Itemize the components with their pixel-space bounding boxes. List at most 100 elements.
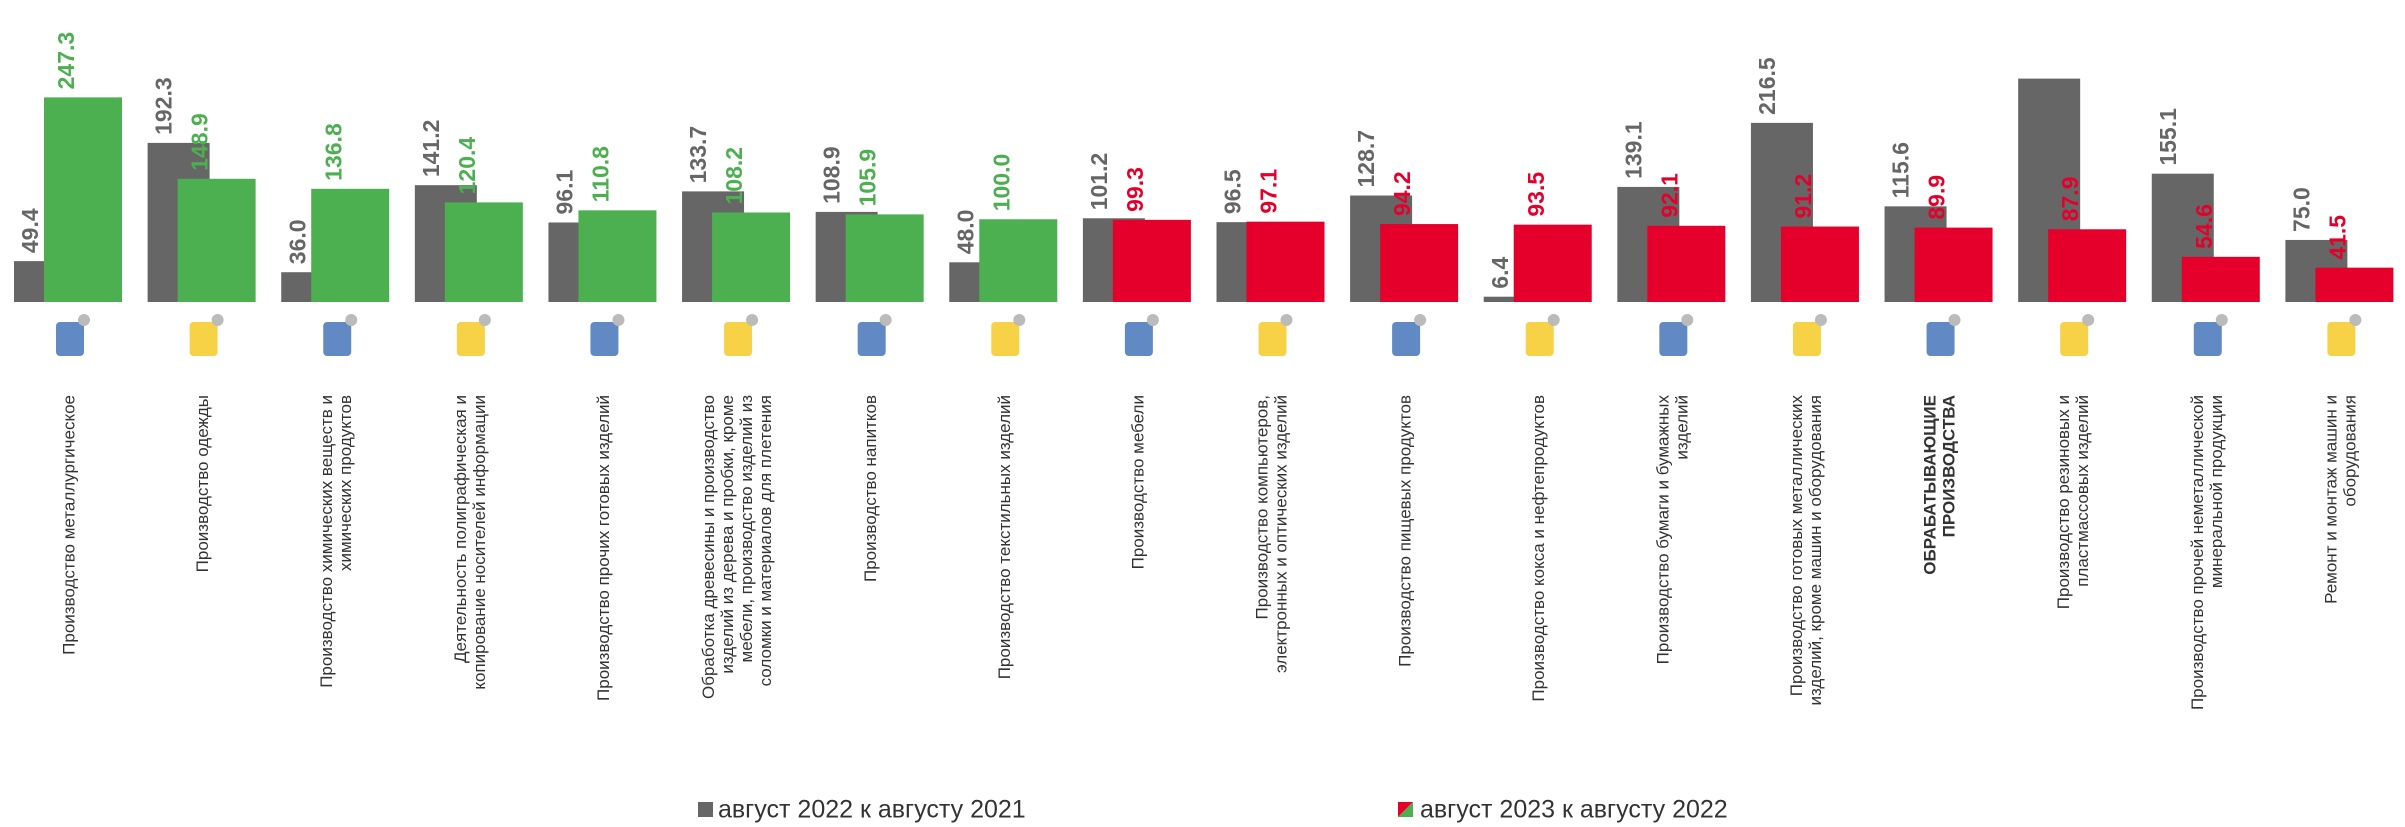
value-label: 41.5 <box>2324 215 2350 260</box>
category-label: Производство мебели <box>1128 395 1147 569</box>
category-label: ОБРАБАТЫВАЮЩИЕ <box>1921 395 1940 575</box>
value-label: 6.4 <box>1487 257 1513 289</box>
value-label: 139.1 <box>1620 121 1646 179</box>
bar <box>311 188 390 302</box>
value-label: 115.6 <box>1888 142 1914 198</box>
bar <box>712 212 791 302</box>
category-icon-gear <box>1948 314 1961 326</box>
bar <box>2048 229 2127 302</box>
bar <box>1780 226 1859 302</box>
category-label: соломки и материалов для плетения <box>756 395 775 686</box>
bar <box>1246 221 1325 302</box>
bar <box>578 210 657 302</box>
bar <box>177 178 256 302</box>
legend-label: август 2023 к августу 2022 <box>1420 796 1728 824</box>
category-label: копирование носителей информации <box>470 395 489 690</box>
value-label: 97.1 <box>1256 169 1282 214</box>
category-label: мебели, производство изделий из <box>737 395 756 663</box>
category-icon <box>1926 322 1955 356</box>
category-icon-gear <box>2215 314 2228 326</box>
category-icon <box>991 322 1020 356</box>
value-label: 54.6 <box>2191 204 2217 249</box>
category-label: Производство готовых металлических <box>1787 395 1806 697</box>
value-label: 93.5 <box>1523 172 1549 217</box>
bar <box>2181 256 2260 302</box>
value-label: 99.3 <box>1122 167 1148 212</box>
legend-swatch <box>1398 802 1413 817</box>
category-label: Производство кокса и нефтепродуктов <box>1529 395 1548 702</box>
value-label: 91.2 <box>1790 174 1816 219</box>
category-label: Производство текстильных изделий <box>995 395 1014 679</box>
value-label: 48.0 <box>952 210 978 255</box>
value-label: 101.2 <box>1086 153 1112 211</box>
category-icon <box>2193 322 2222 356</box>
category-label: Обработка древесины и производство <box>699 395 718 699</box>
category-label: изделий, кроме машин и оборудования <box>1806 395 1825 706</box>
category-label: изделий <box>1672 395 1691 460</box>
category-icon <box>857 322 886 356</box>
value-label: 110.8 <box>588 146 614 202</box>
category-icon <box>1392 322 1421 356</box>
category-label: Ремонт и монтаж машин и <box>2321 395 2340 604</box>
legend-swatch <box>698 802 713 817</box>
category-label: Производство напитков <box>861 395 880 582</box>
value-label: 96.5 <box>1220 169 1246 214</box>
value-label: 216.5 <box>1754 57 1780 115</box>
category-label: Производство химических веществ и <box>317 395 336 688</box>
category-icon <box>590 322 619 356</box>
category-icon-gear <box>1146 314 1159 326</box>
value-label: 133.7 <box>685 126 711 184</box>
category-icon-gear <box>1547 314 1560 326</box>
value-label: 105.9 <box>855 149 881 207</box>
category-label: Производство компьютеров, <box>1252 395 1271 620</box>
category-icon <box>2060 322 2089 356</box>
category-label: минеральной продукции <box>2207 395 2226 588</box>
category-icon-gear <box>879 314 892 326</box>
value-label: 87.9 <box>2057 177 2083 222</box>
category-icon-gear <box>746 314 759 326</box>
value-label: 141.2 <box>418 120 444 178</box>
category-icon <box>189 322 218 356</box>
value-label: 94.2 <box>1389 171 1415 216</box>
category-icon-gear <box>612 314 625 326</box>
category-icon <box>1659 322 1688 356</box>
category-icon <box>56 322 84 356</box>
value-label: 120.4 <box>454 137 480 195</box>
value-label: 96.1 <box>552 170 578 215</box>
bar <box>845 214 924 302</box>
bar <box>444 202 523 302</box>
category-label: изделий из дерева и пробки, кроме <box>718 395 737 674</box>
value-label: 148.9 <box>187 113 213 171</box>
category-label: оборудования <box>2340 395 2359 507</box>
category-label: Производство пищевых продуктов <box>1396 395 1415 667</box>
category-icon <box>1525 322 1554 356</box>
category-icon-gear <box>345 314 358 326</box>
value-label: 192.3 <box>151 77 177 135</box>
category-icon <box>456 322 485 356</box>
bar <box>44 97 122 302</box>
value-label: 108.9 <box>819 146 845 204</box>
value-label: 136.8 <box>320 123 346 181</box>
category-icon-gear <box>2349 314 2362 326</box>
value-label: 49.4 <box>17 208 43 253</box>
category-icon <box>1124 322 1153 356</box>
category-icon <box>2327 322 2356 356</box>
category-label: Производство прочей неметаллической <box>2188 395 2207 710</box>
value-label: 247.3 <box>53 32 79 90</box>
category-label: Производство одежды <box>193 395 212 572</box>
category-icon-gear <box>478 314 491 326</box>
bar <box>1380 224 1459 302</box>
category-icon-gear <box>1814 314 1827 326</box>
category-icon <box>724 322 753 356</box>
category-label: ПРОИЗВОДСТВА <box>1940 395 1959 537</box>
category-label: пластмассовых изделий <box>2073 395 2092 587</box>
category-label: Деятельность полиграфическая и <box>451 395 470 663</box>
category-icon-gear <box>1280 314 1293 326</box>
category-label: электронных и оптических изделий <box>1271 395 1290 673</box>
bar <box>1914 227 1993 302</box>
category-label: химических продуктов <box>336 395 355 571</box>
value-label: 92.1 <box>1656 173 1682 218</box>
value-label: 108.2 <box>721 147 747 205</box>
value-label: 128.7 <box>1353 130 1379 188</box>
